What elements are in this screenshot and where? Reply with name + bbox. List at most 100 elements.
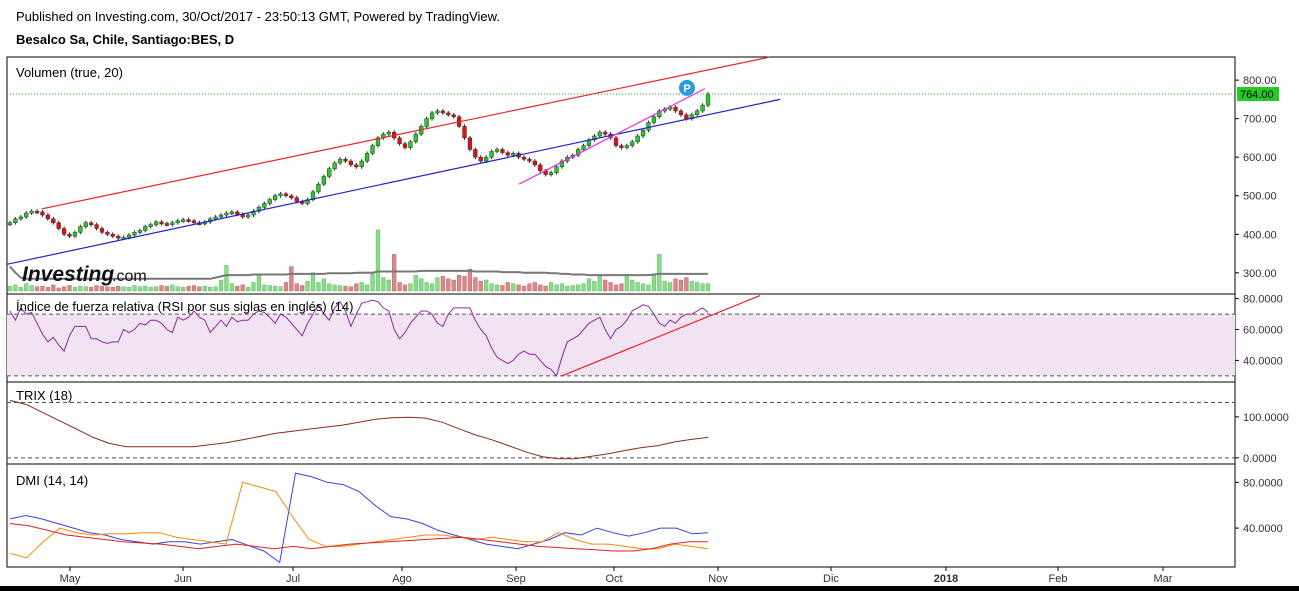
candle xyxy=(494,149,500,152)
candle xyxy=(451,114,456,118)
candle xyxy=(67,234,72,237)
volume-bar xyxy=(473,277,478,292)
candle xyxy=(435,110,440,114)
x-tick-label: Sep xyxy=(506,573,526,585)
volume-bar xyxy=(89,287,94,292)
candle xyxy=(191,220,197,224)
candle xyxy=(13,218,18,223)
candle xyxy=(78,226,83,233)
candle xyxy=(278,193,283,197)
volume-bar xyxy=(40,285,45,292)
chart-frame xyxy=(6,56,1236,568)
volume-bar xyxy=(29,285,34,292)
last-price-tag xyxy=(1237,86,1279,101)
volume-bar xyxy=(705,283,711,292)
candle xyxy=(213,216,218,220)
volume-bar xyxy=(170,284,175,292)
candle xyxy=(554,166,559,173)
candle xyxy=(175,220,180,224)
volume-bar xyxy=(126,287,132,292)
volume-bar xyxy=(224,265,229,292)
volume-bar xyxy=(245,287,251,292)
rsi-panel[interactable] xyxy=(7,294,1235,377)
candle xyxy=(511,153,516,156)
volume-bar xyxy=(597,276,602,292)
volume-bar xyxy=(310,272,316,292)
price-tick-label: 700.00 xyxy=(1243,114,1277,126)
volume-bar xyxy=(467,268,473,292)
x-tick-label: Ago xyxy=(392,573,412,585)
trix-tick-label: 0.0000 xyxy=(1243,453,1277,465)
candle xyxy=(370,145,375,154)
volume-bar xyxy=(624,274,629,292)
volume-bar xyxy=(235,285,240,292)
candle xyxy=(89,222,94,225)
candle xyxy=(630,141,635,146)
volume-bar xyxy=(440,276,445,292)
candle xyxy=(684,114,689,119)
volume-bar xyxy=(608,282,613,292)
candle xyxy=(592,135,597,141)
volume-bar xyxy=(13,284,18,292)
volume-bar xyxy=(640,283,646,292)
candle xyxy=(34,210,40,214)
candle xyxy=(24,212,29,218)
volume-bar xyxy=(419,278,424,292)
trix-panel[interactable] xyxy=(7,399,1235,460)
volume-bar xyxy=(662,281,667,292)
candle xyxy=(635,135,640,143)
volume-bar xyxy=(657,254,662,292)
volume-bar xyxy=(521,285,527,292)
dmi-line-adx xyxy=(9,523,708,552)
candle xyxy=(337,158,343,164)
candle xyxy=(348,160,354,166)
volume-bar xyxy=(365,284,370,292)
rsi-band xyxy=(7,314,1235,376)
candle xyxy=(673,106,678,112)
candle xyxy=(446,112,451,116)
volume-bar xyxy=(684,277,689,292)
volume-bar xyxy=(570,285,575,292)
dmi-line-minus xyxy=(9,481,709,559)
volume-bar xyxy=(424,282,429,292)
candle xyxy=(262,203,267,208)
volume-bar xyxy=(78,285,83,292)
candle xyxy=(700,104,705,112)
x-tick-label: Feb xyxy=(1049,573,1068,585)
trendline-lower xyxy=(6,98,781,265)
volume-bar xyxy=(489,283,494,292)
candle xyxy=(484,156,489,162)
candle xyxy=(505,152,510,156)
volume-bar xyxy=(132,285,137,292)
candle xyxy=(619,145,624,148)
trix-tick-label: 100.0000 xyxy=(1243,412,1289,424)
volume-bar xyxy=(34,286,40,292)
candle xyxy=(603,131,608,135)
volume-bar xyxy=(457,274,462,292)
candle xyxy=(343,158,348,162)
rsi-trendline xyxy=(561,294,761,377)
price-tick-label: 800.00 xyxy=(1243,75,1277,87)
candle xyxy=(148,224,153,227)
candle xyxy=(364,153,370,162)
marker-icon xyxy=(679,79,695,96)
price-panel[interactable]: 764.00 P xyxy=(6,56,1279,265)
candle xyxy=(462,126,467,139)
volume-bar xyxy=(668,282,673,292)
candle xyxy=(143,226,148,231)
volume-bar xyxy=(543,285,548,292)
volume-bar xyxy=(121,286,126,292)
candle xyxy=(354,164,359,168)
volume-bar xyxy=(137,286,142,292)
volume-bar xyxy=(99,285,105,292)
candle xyxy=(532,160,537,166)
candle xyxy=(29,210,34,214)
candle xyxy=(186,219,191,222)
candle xyxy=(640,129,646,137)
dmi-panel[interactable] xyxy=(9,472,709,564)
volume-bar xyxy=(576,284,581,292)
volume-bar xyxy=(462,276,467,292)
candle xyxy=(170,222,175,225)
volume-bar xyxy=(305,281,310,292)
